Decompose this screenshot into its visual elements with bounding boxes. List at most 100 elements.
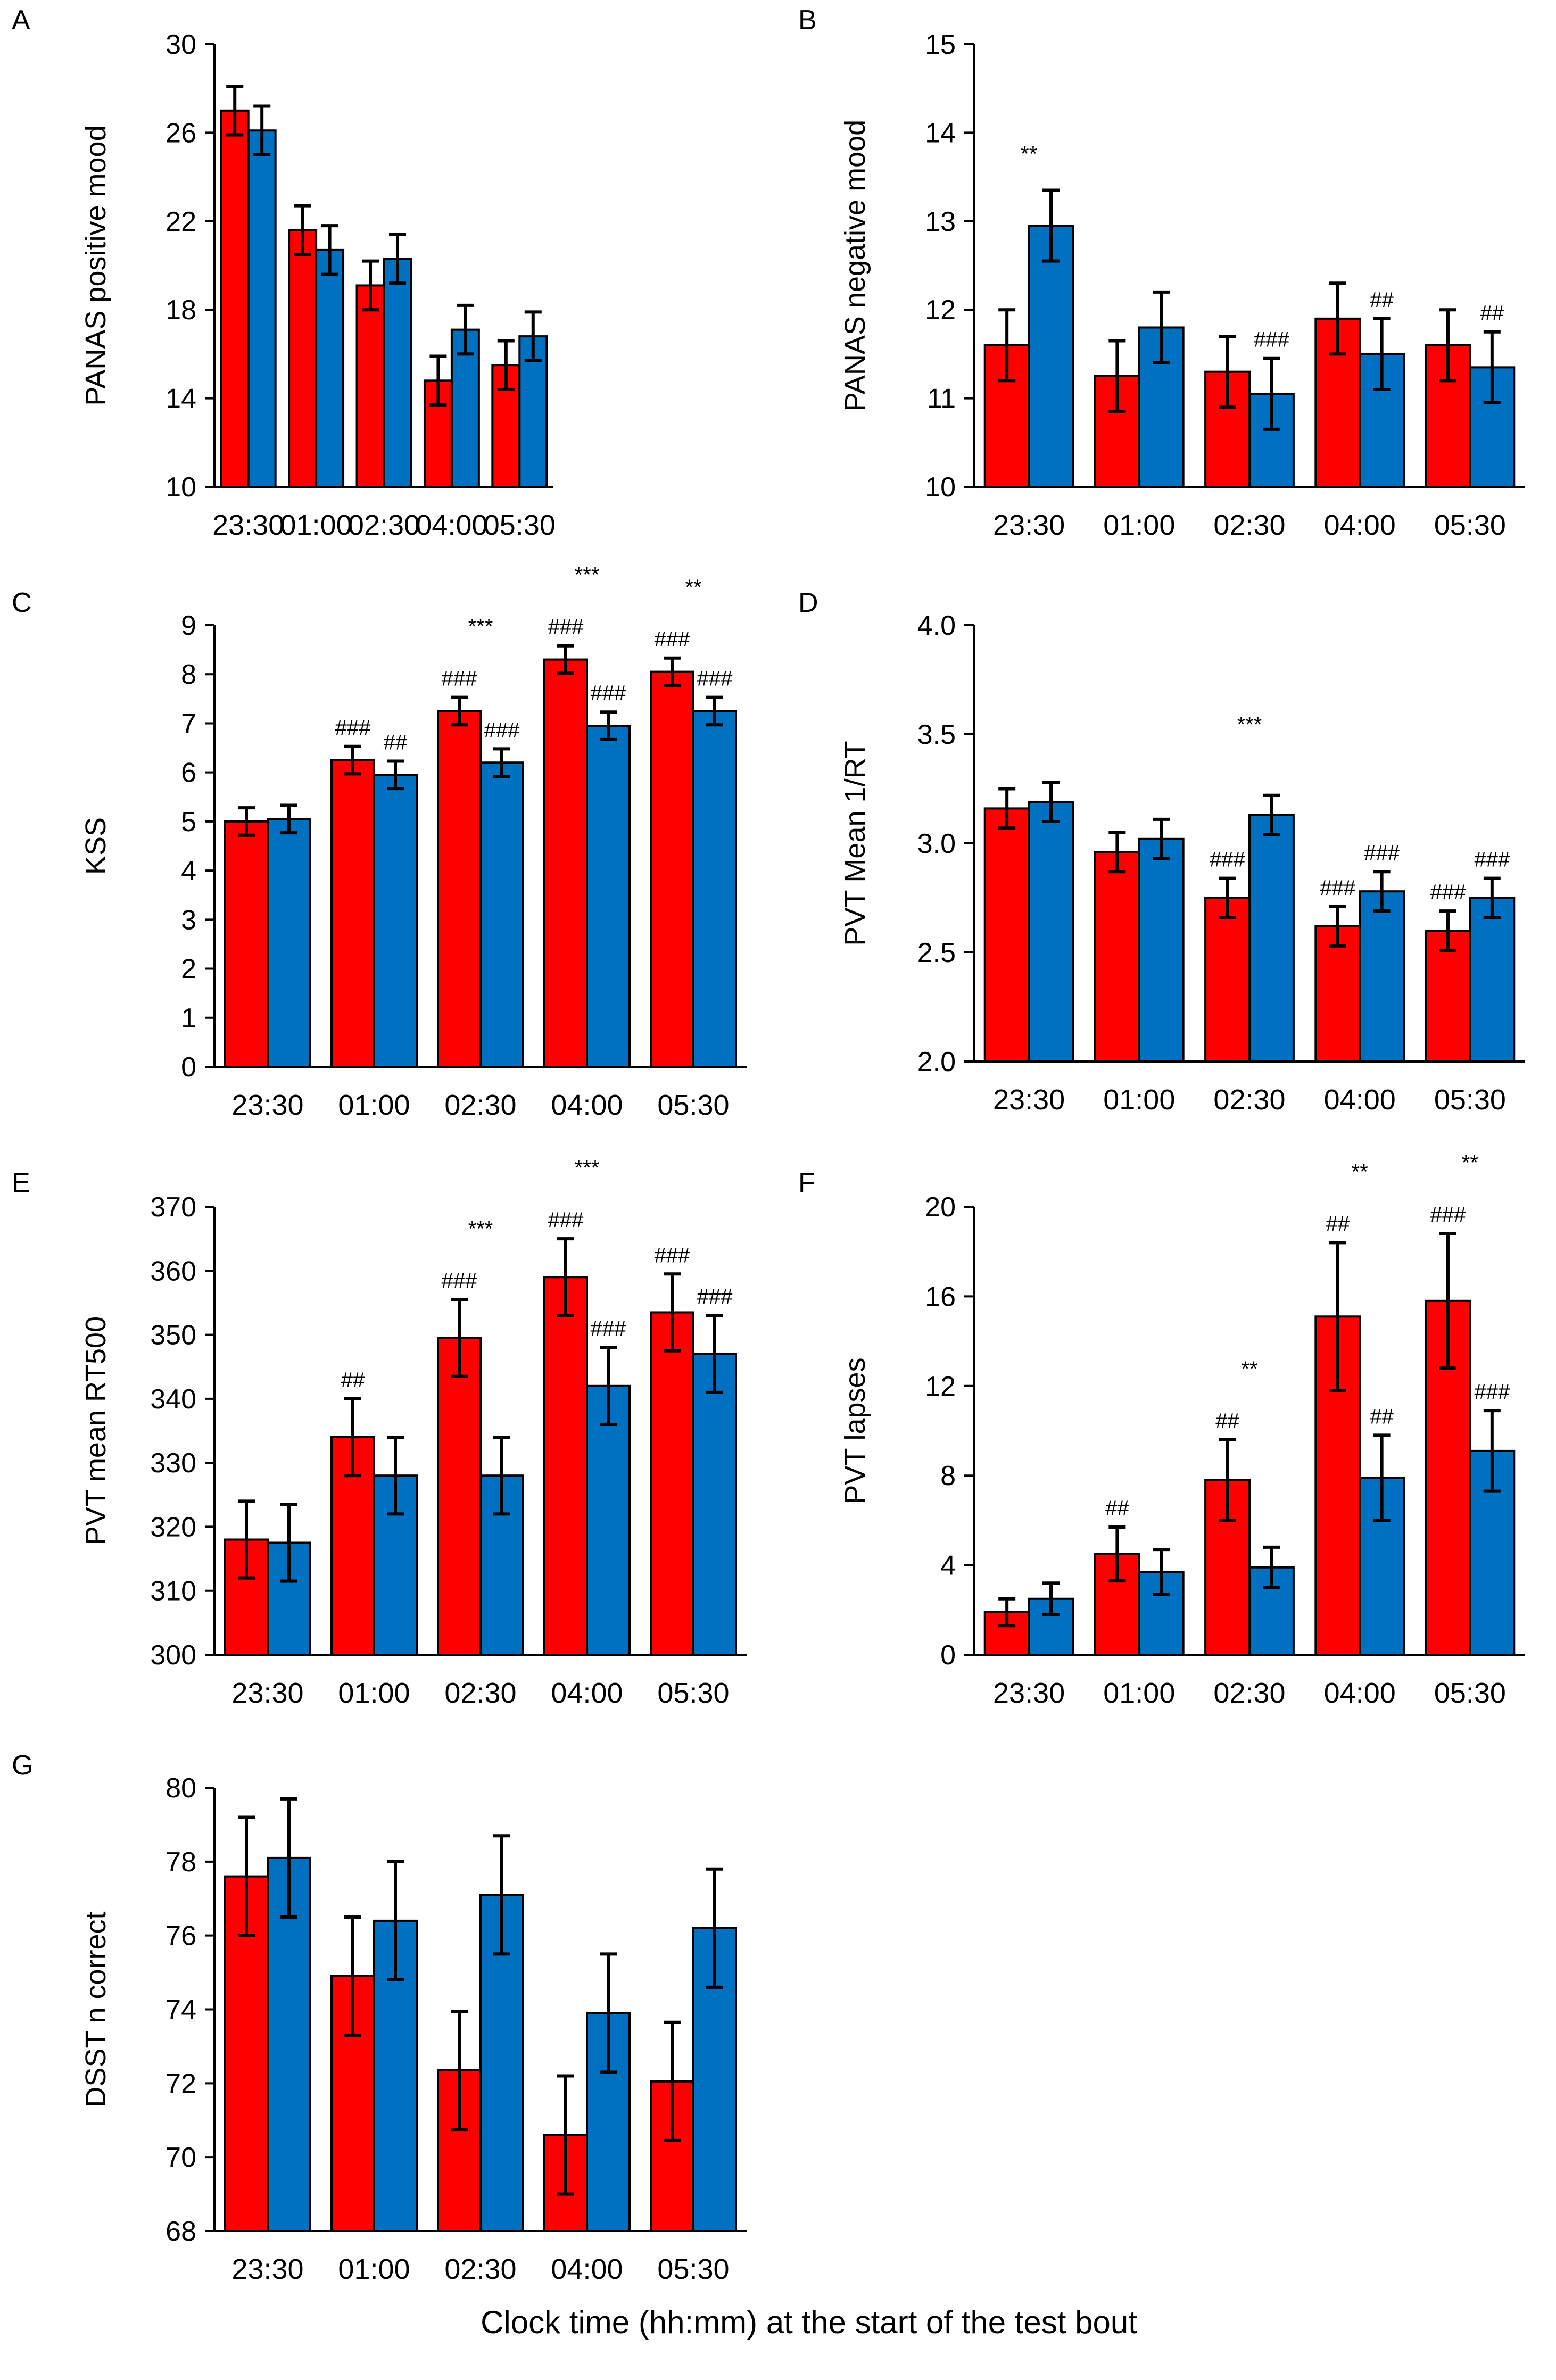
y-tick-label: 2.0 [917, 1047, 956, 1077]
error-bar [1263, 356, 1280, 431]
bar-red-2330 [220, 109, 250, 488]
bar-red-0100 [1094, 851, 1140, 1063]
y-tick-label: 330 [150, 1448, 196, 1479]
error-bar [600, 1952, 617, 2074]
significance-hashes: ### [1210, 848, 1245, 872]
significance-hashes: ### [591, 682, 626, 705]
y-tick-label: 10 [165, 472, 196, 503]
x-tick-label: 02:30 [1213, 1084, 1285, 1116]
significance-stars: ** [1241, 1357, 1257, 1381]
significance-hashes: ### [442, 1269, 477, 1292]
y-tick-label: 6 [181, 758, 196, 789]
x-tick-label: 04:00 [1324, 1084, 1396, 1116]
x-tick-label: 02:30 [444, 2253, 516, 2285]
y-tick-label: 2 [181, 954, 196, 985]
x-tick-label: 05:30 [484, 509, 556, 541]
error-bar [1439, 308, 1456, 383]
y-tick-label: 78 [165, 1847, 196, 1878]
bar-red-0230 [355, 284, 385, 488]
y-axis-label: DSST n correct [80, 1911, 112, 2107]
bar-blue-0230 [479, 761, 524, 1068]
bar-red-0530 [1425, 930, 1471, 1063]
x-tick-label: 01:00 [280, 509, 352, 541]
error-bar [451, 1298, 468, 1378]
x-tick-label: 04:00 [416, 509, 487, 541]
significance-hashes: ### [1474, 1380, 1510, 1404]
error-bar [706, 1314, 723, 1394]
x-tick-label: 01:00 [1103, 1677, 1175, 1709]
error-bar [451, 2009, 468, 2132]
error-bar [1373, 1433, 1391, 1522]
significance-hashes: ### [1430, 881, 1466, 904]
bar-red-0400 [543, 658, 588, 1068]
error-bar [1042, 781, 1060, 823]
significance-hashes: ### [548, 1208, 584, 1232]
y-axis-label: PVT lapses [839, 1357, 871, 1504]
y-tick-label: 30 [165, 29, 196, 60]
y-tick-label: 74 [165, 1995, 196, 2026]
error-bar [280, 1797, 297, 1919]
y-tick-label: 370 [150, 1192, 196, 1223]
error-bar [1483, 876, 1501, 919]
y-tick-label: 76 [165, 1921, 196, 1952]
significance-hashes: ## [1370, 288, 1394, 312]
bar-blue-0530 [692, 710, 737, 1068]
y-tick-label: 22 [165, 206, 196, 237]
significance-hashes: ### [697, 667, 733, 691]
y-tick-label: 7 [181, 708, 196, 739]
y-tick-label: 80 [165, 1773, 196, 1804]
y-tick-label: 26 [165, 118, 196, 148]
error-bar [451, 695, 468, 727]
x-tick-label: 05:30 [1434, 1084, 1506, 1116]
error-bar [998, 787, 1016, 830]
bar-blue-0100 [315, 248, 345, 488]
significance-hashes: ### [655, 628, 690, 651]
y-tick-label: 9 [181, 610, 196, 641]
x-tick-label: 05:30 [657, 1089, 729, 1121]
panel-g: G DSST n correct 68 70 72 74 76 78 80 23:30 01:00 0… [12, 1750, 747, 2285]
x-tick-label: 01:00 [1103, 1084, 1175, 1116]
y-tick-label: 11 [927, 384, 956, 414]
y-tick-label: 14 [925, 118, 956, 148]
y-tick-label: 3.5 [917, 719, 956, 750]
error-bar [600, 710, 617, 741]
error-bar [1439, 909, 1456, 952]
bar-blue-0100 [1138, 837, 1185, 1063]
bar-blue-0230 [383, 258, 412, 488]
panel-letter: F [798, 1167, 815, 1198]
x-tick-label: 02:30 [444, 1089, 516, 1121]
error-bar [344, 1915, 361, 2037]
error-bar [557, 2074, 574, 2196]
y-tick-label: 15 [925, 29, 956, 60]
error-bar [253, 104, 271, 156]
y-tick-label: 72 [165, 2068, 196, 2099]
bar-red-0530 [650, 1311, 694, 1656]
bar-blue-2330 [1028, 225, 1074, 488]
significance-hashes: ### [1430, 1204, 1466, 1227]
x-tick-label: 23:30 [993, 1084, 1065, 1116]
x-tick-label: 23:30 [231, 1677, 303, 1709]
bar-blue-2330 [247, 129, 277, 488]
error-bar [557, 1237, 574, 1317]
x-tick-label: 02:30 [444, 1677, 516, 1709]
x-tick-label: 05:30 [657, 1677, 729, 1709]
error-bar [664, 2020, 681, 2142]
bar-blue-2330 [267, 1856, 311, 2232]
bar-blue-2330 [267, 818, 311, 1068]
panel-letter: C [12, 587, 32, 618]
error-bar [664, 1272, 681, 1353]
y-tick-label: 14 [165, 384, 196, 414]
significance-hashes: ## [341, 1369, 365, 1392]
x-tick-label: 05:30 [657, 2253, 729, 2285]
y-tick-label: 12 [925, 295, 956, 326]
error-bar [706, 695, 723, 727]
y-axis-label: KSS [80, 817, 112, 875]
error-bar [321, 224, 338, 276]
error-bar [362, 259, 379, 312]
x-tick-label: 02:30 [348, 509, 420, 541]
panel-d: D PVT Mean 1/RT 2.0 2.5 3.0 3.5 4.0 23:30 01:00 0… [798, 587, 1525, 1116]
error-bar [1108, 339, 1126, 413]
y-tick-label: 4.0 [917, 610, 956, 641]
error-bar [1483, 330, 1501, 404]
shared-x-axis-label: Clock time (hh:mm) at the start of the t… [481, 2304, 1137, 2340]
